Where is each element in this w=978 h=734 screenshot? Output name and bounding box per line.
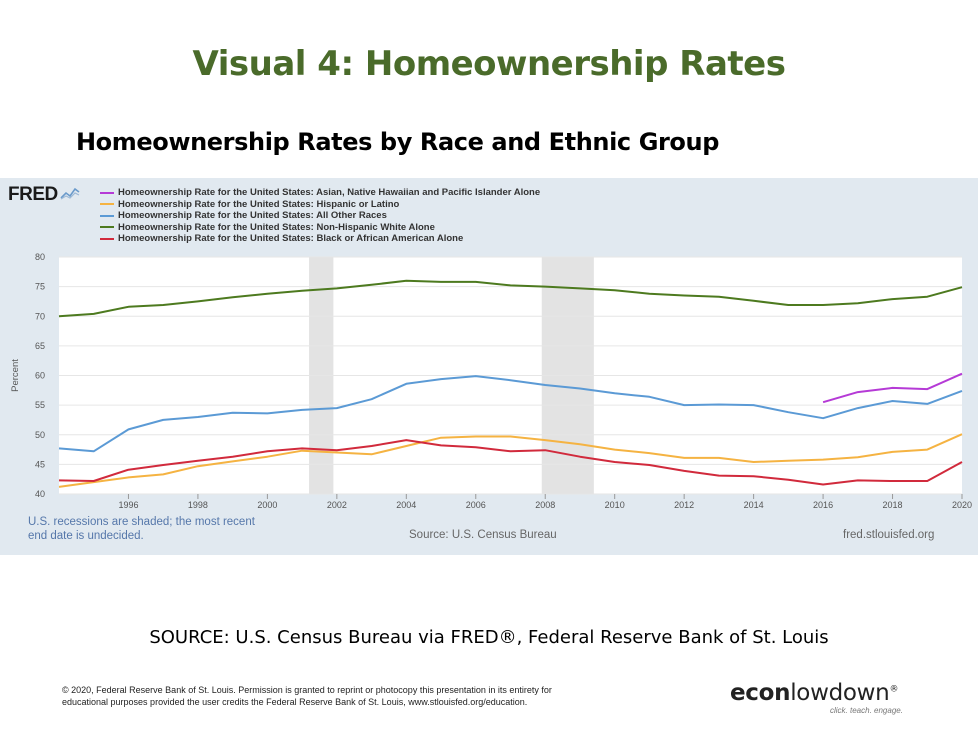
fred-chart-icon xyxy=(60,184,80,206)
legend-label: Homeownership Rate for the United States… xyxy=(118,198,400,210)
legend-swatch xyxy=(100,203,114,206)
legend-entry-4: Homeownership Rate for the United States… xyxy=(100,233,540,245)
y-tick-label: 70 xyxy=(35,311,45,321)
x-tick-label: 2010 xyxy=(605,500,625,510)
fred-logo-text: FRED xyxy=(8,184,58,206)
brand-bold: econ xyxy=(730,680,791,706)
y-axis-label: Percent xyxy=(10,359,21,392)
y-tick-label: 55 xyxy=(35,400,45,410)
chart-legend: Homeownership Rate for the United States… xyxy=(100,187,540,245)
series-line-0 xyxy=(822,372,963,404)
y-tick-label: 40 xyxy=(35,489,45,499)
y-tick-label: 60 xyxy=(35,371,45,381)
fred-chart-panel: 40 45 50 55 60 65 70 75 80 1996 1998 2000 2002 2004 20… xyxy=(0,178,978,555)
brand-tagline: click. teach. engage. xyxy=(830,706,903,715)
x-tick-label: 2008 xyxy=(535,500,555,510)
x-tick-label: 2006 xyxy=(466,500,486,510)
y-tick-label: 80 xyxy=(35,252,45,262)
legend-swatch xyxy=(100,214,114,217)
x-tick-label: 1996 xyxy=(118,500,138,510)
chart-source-note: Source: U.S. Census Bureau xyxy=(409,529,557,541)
series-line-1 xyxy=(58,433,963,488)
x-tick-label: 2012 xyxy=(674,500,694,510)
y-tick-label: 65 xyxy=(35,341,45,351)
copyright-line1: © 2020, Federal Reserve Bank of St. Loui… xyxy=(62,685,552,695)
recession-note: U.S. recessions are shaded; the most rec… xyxy=(28,515,288,543)
legend-entry-0: Homeownership Rate for the United States… xyxy=(100,187,540,199)
series-line-4 xyxy=(58,439,963,486)
slide-title: Visual 4: Homeownership Rates xyxy=(192,44,786,84)
legend-swatch xyxy=(100,226,114,229)
legend-entry-3: Homeownership Rate for the United States… xyxy=(100,222,540,234)
x-tick-label: 2020 xyxy=(952,500,972,510)
legend-label: Homeownership Rate for the United States… xyxy=(118,233,464,244)
brand-mark: ® xyxy=(889,684,899,695)
legend-swatch xyxy=(100,237,114,240)
x-tick-label: 2002 xyxy=(327,500,347,510)
x-tick-label: 2018 xyxy=(883,500,903,510)
legend-entry-1: Homeownership Rate for the United States… xyxy=(100,199,540,211)
fred-logo: FRED xyxy=(8,184,80,206)
y-tick-label: 50 xyxy=(35,430,45,440)
series-line-3 xyxy=(58,279,963,318)
legend-swatch xyxy=(100,191,114,194)
x-tick-label: 2014 xyxy=(744,500,764,510)
chart-subtitle: Homeownership Rates by Race and Ethnic G… xyxy=(76,128,719,156)
legend-entry-2: Homeownership Rate for the United States… xyxy=(100,210,540,222)
x-tick-label: 1998 xyxy=(188,500,208,510)
recession-note-line1: U.S. recessions are shaded; the most rec… xyxy=(28,516,255,528)
y-tick-label: 75 xyxy=(35,282,45,292)
copyright-notice: © 2020, Federal Reserve Bank of St. Loui… xyxy=(62,684,552,708)
legend-label: Homeownership Rate for the United States… xyxy=(118,221,435,233)
series-line-2 xyxy=(58,375,963,453)
line-chart: 40 45 50 55 60 65 70 75 80 1996 1998 2000 2002 2004 20… xyxy=(10,252,972,510)
copyright-line2: educational purposes provided the user c… xyxy=(62,697,528,707)
econlowdown-logo: econlowdown® click. teach. engage. xyxy=(730,680,930,715)
y-tick-label: 45 xyxy=(35,459,45,469)
x-tick-label: 2016 xyxy=(813,500,833,510)
fred-url-link[interactable]: fred.stlouisfed.org xyxy=(843,529,935,541)
legend-label: Homeownership Rate for the United States… xyxy=(118,187,541,198)
x-tick-label: 2000 xyxy=(257,500,277,510)
slide-source: SOURCE: U.S. Census Bureau via FRED®, Fe… xyxy=(149,627,829,648)
x-tick-label: 2004 xyxy=(396,500,416,510)
recession-note-line2: end date is undecided. xyxy=(28,530,144,542)
legend-label: Homeownership Rate for the United States… xyxy=(118,210,387,221)
brand-rest: lowdown xyxy=(790,680,890,706)
